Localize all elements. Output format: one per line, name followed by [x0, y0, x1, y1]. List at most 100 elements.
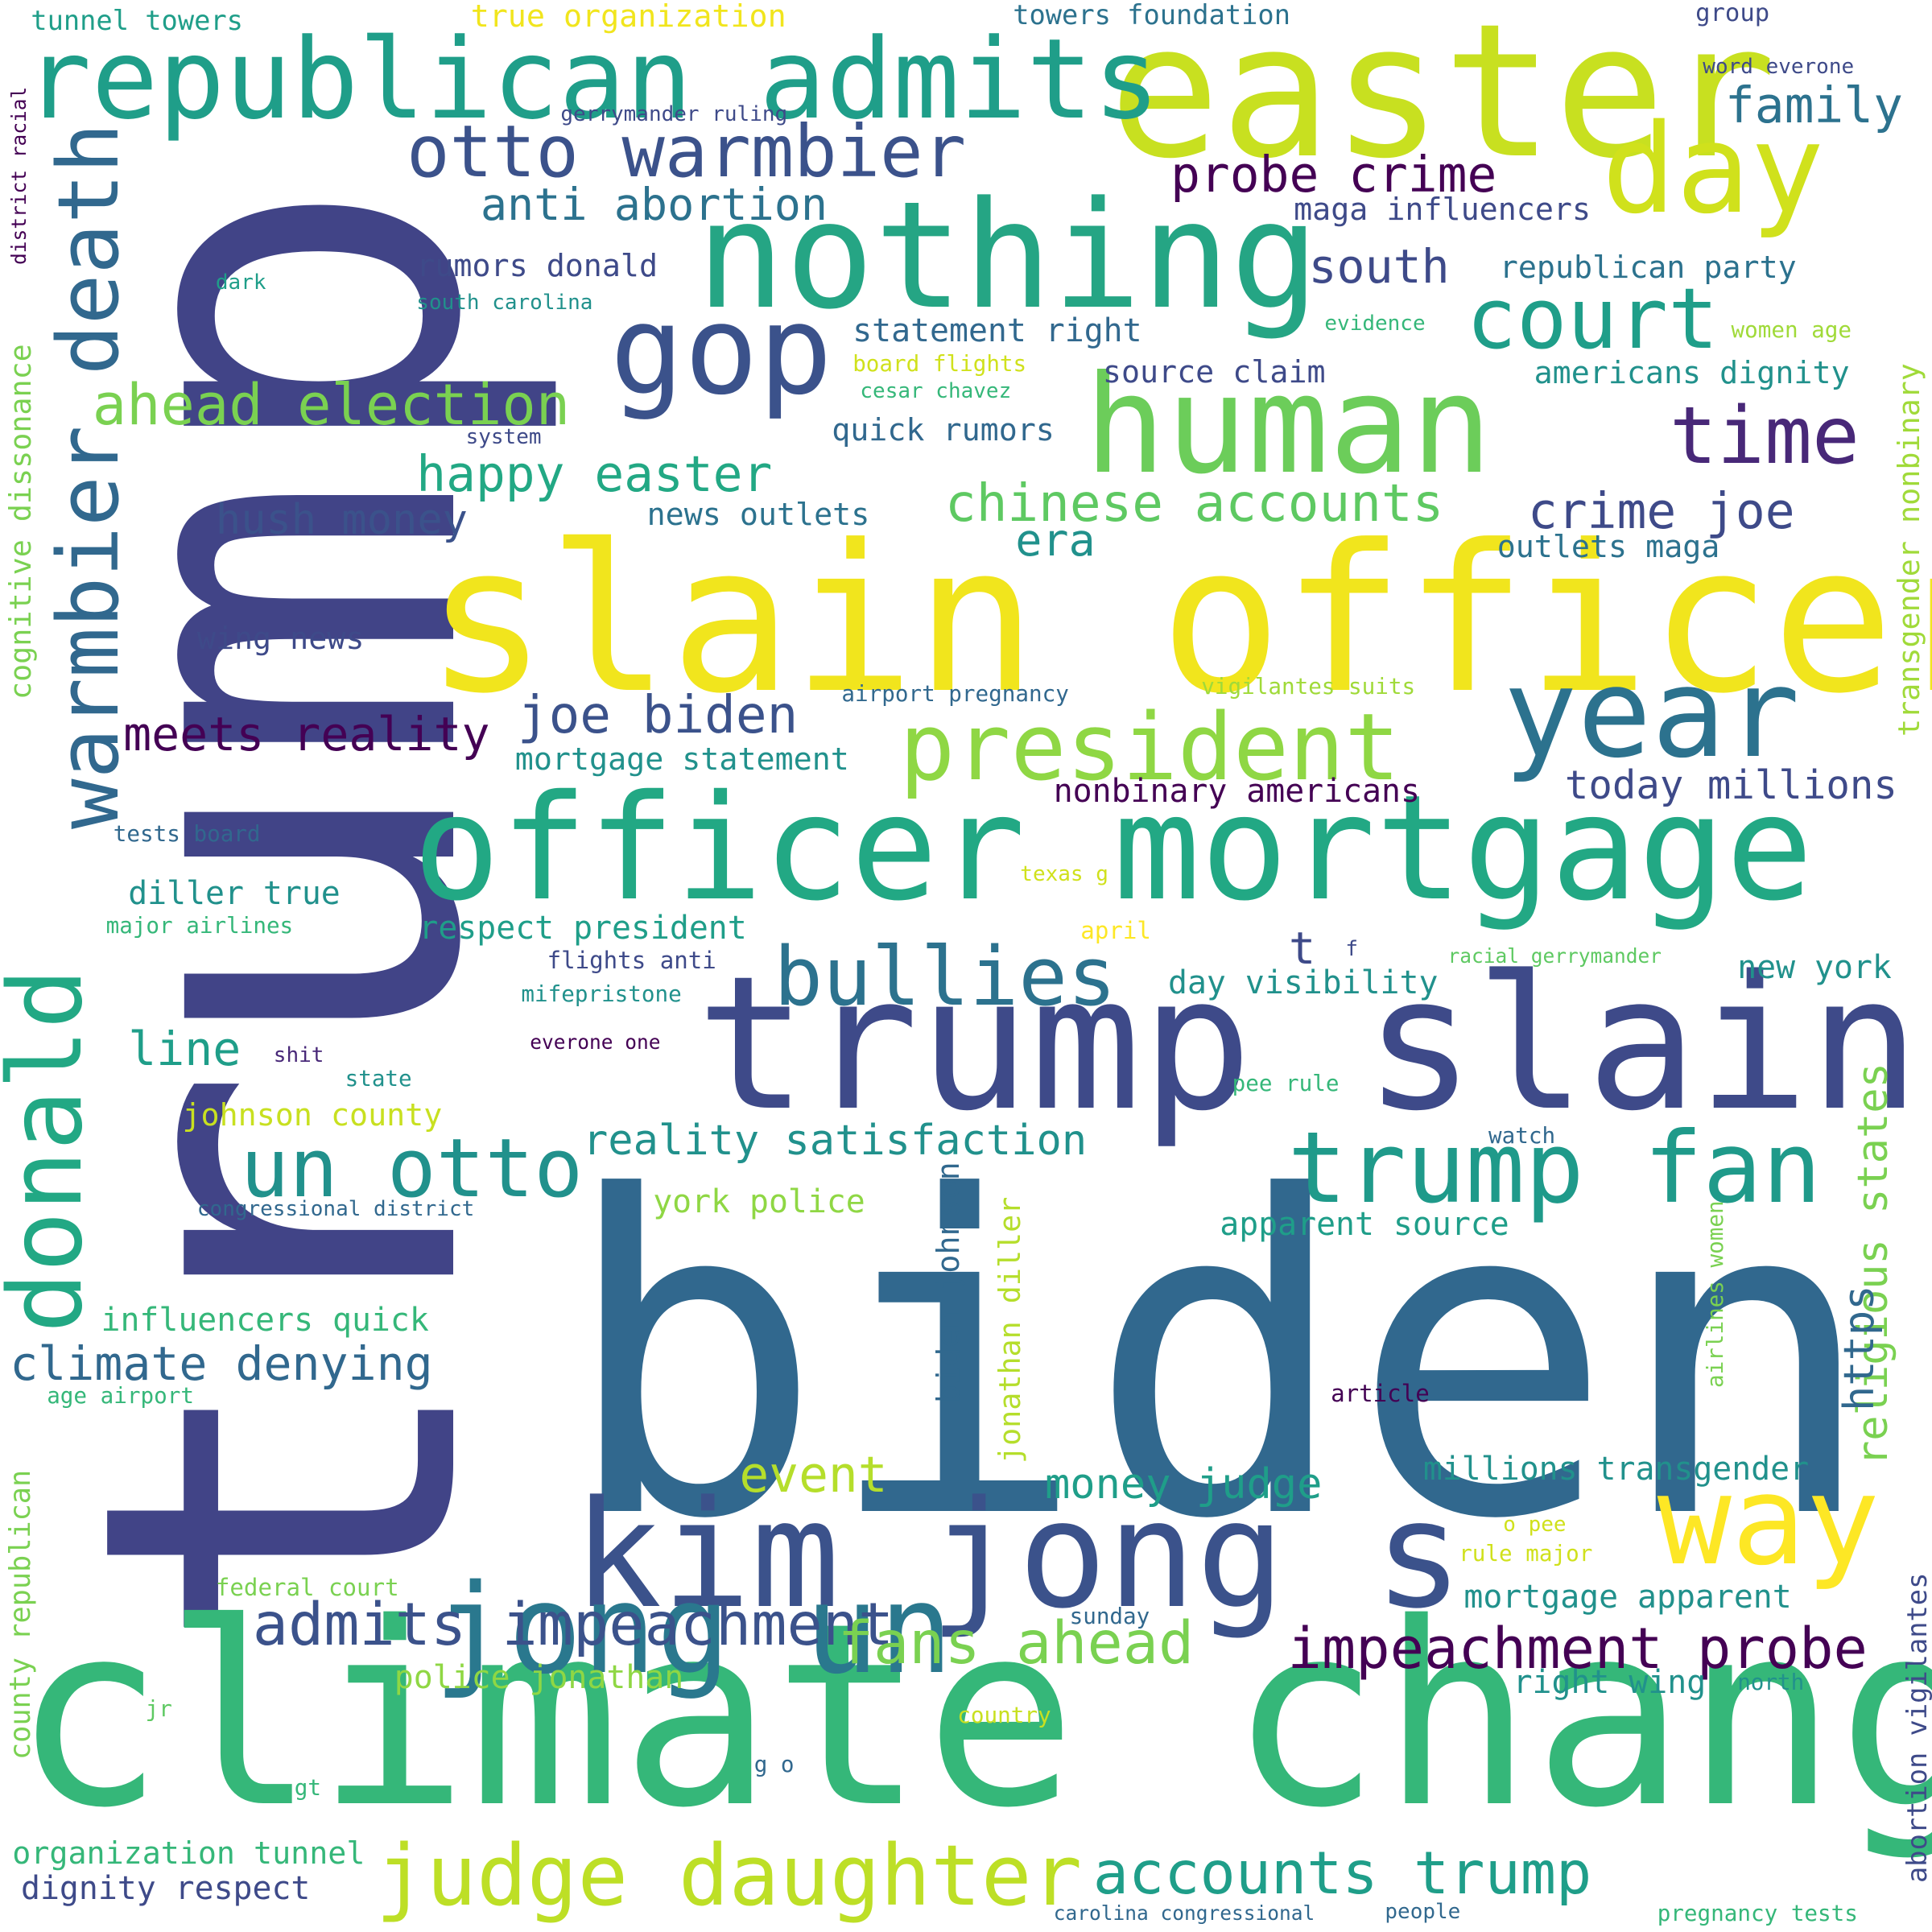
cloud-word: judge daughter: [375, 1826, 1083, 1925]
cloud-word: today millions: [1564, 762, 1897, 808]
cloud-word: trump fan: [1287, 1109, 1822, 1225]
cloud-word: admits impeachment: [252, 1591, 894, 1660]
cloud-word: sunday: [1069, 1603, 1150, 1630]
cloud-word: mifepristone: [521, 980, 682, 1008]
cloud-word: fans ahead: [837, 1609, 1195, 1678]
cloud-word: watch: [1488, 1122, 1556, 1150]
cloud-word: maga influencers: [1294, 191, 1591, 228]
cloud-word: cesar chavez: [860, 379, 1012, 403]
cloud-word: congressional district: [196, 1197, 475, 1222]
cloud-word: happy easter: [416, 445, 773, 503]
cloud-word: tunnel towers: [31, 5, 243, 37]
cloud-word: tests board: [113, 820, 261, 848]
cloud-word: organization tunnel: [12, 1835, 365, 1872]
cloud-word: nonbinary americans: [1053, 773, 1420, 811]
cloud-word: ahead election: [92, 372, 571, 439]
cloud-word: climate denying: [10, 1336, 433, 1392]
cloud-word: o pee: [1503, 1513, 1567, 1538]
cloud-word: wing news: [196, 620, 365, 657]
cloud-word: people: [1385, 1899, 1461, 1924]
cloud-word: easter: [1108, 0, 1777, 200]
cloud-word: chinese accounts: [945, 473, 1444, 534]
cloud-word: hush money: [215, 495, 468, 544]
cloud-word: trump slain: [696, 937, 1921, 1153]
cloud-word: un otto: [240, 1120, 584, 1216]
cloud-word: johnson county: [182, 1096, 443, 1133]
cloud-word: climate change: [12, 1570, 1932, 1864]
cloud-word: gt: [294, 1774, 322, 1802]
cloud-word: state: [345, 1064, 412, 1092]
cloud-word: pregnancy tests: [1657, 1900, 1858, 1927]
cloud-word: airport pregnancy: [841, 680, 1069, 707]
cloud-word: warmbier death: [39, 122, 138, 830]
cloud-word: news outlets: [646, 497, 870, 534]
cloud-word: south: [1308, 238, 1450, 294]
cloud-word: event: [739, 1446, 888, 1504]
cloud-word: district racial: [7, 86, 31, 266]
cloud-word: court: [1466, 270, 1719, 369]
cloud-word: south carolina: [416, 290, 593, 315]
cloud-word: respect president: [419, 910, 747, 947]
cloud-word: county republican: [3, 1469, 37, 1760]
cloud-word: system: [465, 424, 542, 449]
cloud-word: reality satisfaction: [583, 1117, 1088, 1166]
cloud-word: racial gerrymander: [1447, 943, 1662, 968]
cloud-word: biden: [560, 1105, 1878, 1615]
cloud-word: day: [1601, 97, 1825, 242]
cloud-word: joe biden: [517, 685, 799, 746]
cloud-word: north: [1737, 1668, 1805, 1695]
cloud-word: president: [899, 694, 1401, 803]
cloud-word: jonathan diller: [992, 1197, 1027, 1464]
cloud-word: impeachment probe: [1287, 1615, 1868, 1682]
cloud-word: source claim: [1102, 353, 1326, 390]
cloud-word: dark: [215, 270, 266, 295]
cloud-word: kim jong s: [572, 1469, 1463, 1642]
cloud-word: diller true: [128, 875, 341, 913]
cloud-word: group: [1695, 0, 1770, 27]
cloud-word: cognitive dissonance: [2, 344, 38, 700]
cloud-word: apparent source: [1220, 1205, 1509, 1243]
cloud-word: april: [1080, 916, 1151, 944]
cloud-word: transgender nonbinary: [1892, 363, 1927, 737]
cloud-word: time: [1670, 390, 1860, 482]
cloud-word: republican admits: [24, 14, 1160, 144]
cloud-word: article: [1331, 1380, 1430, 1408]
cloud-word: line: [128, 1021, 242, 1076]
cloud-word: texas g: [1020, 862, 1108, 886]
cloud-word: slain officer: [425, 502, 1932, 739]
cloud-word: era: [1015, 514, 1096, 567]
cloud-word: crime joe: [1528, 482, 1795, 540]
cloud-word: everone one: [530, 1030, 661, 1054]
cloud-word: human: [1084, 345, 1492, 504]
cloud-word: york police: [653, 1183, 865, 1220]
cloud-word: age airport: [47, 1382, 194, 1410]
cloud-word: new york: [1737, 949, 1892, 987]
cloud-word: right wing: [1513, 1663, 1707, 1701]
cloud-word: https: [1835, 1285, 1884, 1411]
cloud-word: flights anti: [547, 946, 716, 974]
cloud-word: true organization: [470, 0, 786, 35]
cloud-word: t: [1289, 923, 1316, 974]
cloud-word: anti abortion: [480, 178, 828, 230]
cloud-word: airlines women: [1701, 1199, 1728, 1388]
cloud-word: influencers quick: [101, 1301, 429, 1339]
cloud-word: money judge: [1045, 1460, 1323, 1509]
cloud-word: officer mortgage: [412, 763, 1814, 934]
cloud-word: gop: [609, 279, 833, 423]
cloud-word: biden johnson: [931, 1162, 968, 1404]
cloud-word: bullies: [774, 929, 1117, 1025]
cloud-word: day visibility: [1168, 964, 1439, 1001]
cloud-word: mortgage apparent: [1463, 1579, 1792, 1616]
cloud-word: police jonathan: [394, 1658, 684, 1696]
cloud-word: vigilantes suits: [1201, 672, 1416, 700]
cloud-word: board flights: [852, 349, 1027, 377]
cloud-word: way: [1657, 1449, 1880, 1593]
cloud-word: jr: [145, 1695, 172, 1723]
cloud-word: outlets maga: [1496, 529, 1720, 566]
cloud-word: donald: [0, 968, 105, 1334]
cloud-word: towers foundation: [1013, 0, 1290, 31]
cloud-word: women age: [1731, 316, 1852, 344]
cloud-word: family: [1724, 77, 1903, 134]
cloud-word: gerrymander ruling: [560, 101, 788, 126]
